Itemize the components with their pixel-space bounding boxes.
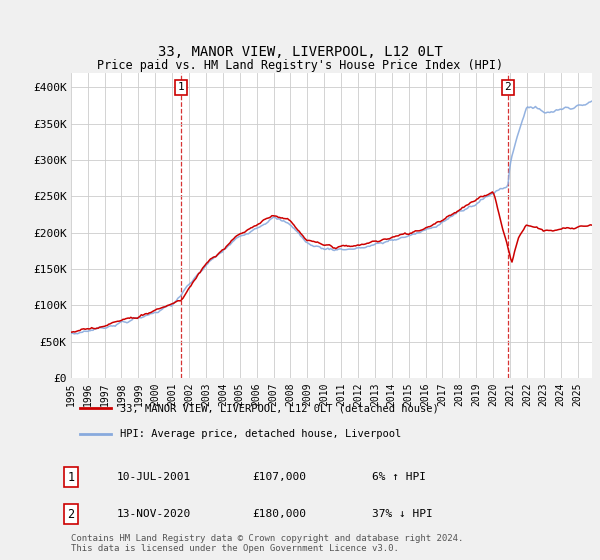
- Text: £107,000: £107,000: [252, 472, 306, 482]
- Text: 10-JUL-2001: 10-JUL-2001: [117, 472, 191, 482]
- Text: 37% ↓ HPI: 37% ↓ HPI: [372, 509, 433, 519]
- Text: 2: 2: [505, 82, 511, 92]
- Text: 1: 1: [178, 82, 184, 92]
- Text: 33, MANOR VIEW, LIVERPOOL, L12 0LT (detached house): 33, MANOR VIEW, LIVERPOOL, L12 0LT (deta…: [120, 403, 439, 413]
- Text: HPI: Average price, detached house, Liverpool: HPI: Average price, detached house, Live…: [120, 430, 401, 440]
- Text: 6% ↑ HPI: 6% ↑ HPI: [372, 472, 426, 482]
- Text: 2: 2: [67, 507, 74, 521]
- Text: 13-NOV-2020: 13-NOV-2020: [117, 509, 191, 519]
- Text: 1: 1: [67, 470, 74, 484]
- Text: £180,000: £180,000: [252, 509, 306, 519]
- Text: Contains HM Land Registry data © Crown copyright and database right 2024.
This d: Contains HM Land Registry data © Crown c…: [71, 534, 463, 553]
- Text: Price paid vs. HM Land Registry's House Price Index (HPI): Price paid vs. HM Land Registry's House …: [97, 59, 503, 72]
- Text: 33, MANOR VIEW, LIVERPOOL, L12 0LT: 33, MANOR VIEW, LIVERPOOL, L12 0LT: [158, 45, 442, 59]
